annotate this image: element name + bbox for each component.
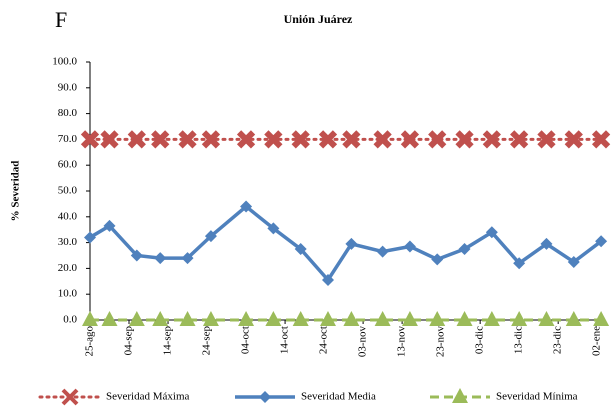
- marker: [264, 130, 283, 149]
- y-tick-label: 90.0: [58, 81, 78, 93]
- x-tick-label: 14-oct: [279, 326, 291, 354]
- marker: [458, 243, 471, 256]
- marker: [373, 130, 392, 149]
- marker: [152, 311, 169, 326]
- marker: [537, 130, 556, 149]
- marker: [236, 130, 256, 149]
- marker: [238, 311, 255, 326]
- marker: [567, 255, 580, 268]
- marker: [101, 311, 118, 326]
- marker: [455, 130, 474, 149]
- y-tick-label: 30.0: [58, 236, 78, 248]
- marker: [82, 311, 98, 326]
- y-tick-label: 60.0: [58, 159, 78, 171]
- legend-marker: [259, 391, 271, 403]
- marker: [564, 130, 583, 149]
- marker: [342, 130, 361, 149]
- marker: [538, 311, 555, 326]
- marker: [321, 274, 334, 287]
- marker: [591, 130, 611, 149]
- marker: [178, 130, 197, 149]
- marker: [510, 130, 529, 149]
- marker: [482, 130, 501, 149]
- y-tick-label: 70.0: [58, 133, 78, 145]
- y-tick-label: 40.0: [58, 210, 78, 222]
- y-axis-title: % Severidad: [10, 161, 22, 222]
- marker: [403, 240, 416, 253]
- marker: [128, 311, 145, 326]
- legend-marker: [61, 388, 79, 406]
- marker: [595, 235, 608, 248]
- x-tick-label: 04-sep: [123, 326, 135, 356]
- marker: [130, 249, 143, 262]
- y-tick-label: 80.0: [58, 107, 78, 119]
- legend-label: Severidad Máxima: [106, 391, 190, 403]
- marker: [400, 130, 420, 149]
- x-tick-label: 03-nov: [357, 326, 369, 358]
- x-tick-label: 14-sep: [162, 326, 174, 356]
- panel-label: F: [55, 7, 67, 32]
- marker: [240, 200, 253, 213]
- marker: [431, 253, 444, 266]
- x-tick-label: 04-oct: [240, 326, 252, 354]
- marker: [319, 311, 336, 326]
- x-tick-label: 13-dic: [513, 326, 525, 354]
- x-tick-label: 23-dic: [552, 326, 564, 354]
- marker: [456, 311, 473, 326]
- marker: [80, 130, 100, 149]
- y-tick-label: 20.0: [58, 262, 78, 274]
- marker: [483, 311, 500, 326]
- marker: [485, 226, 498, 239]
- marker: [540, 237, 553, 250]
- marker: [294, 243, 307, 256]
- marker: [345, 237, 358, 250]
- marker: [401, 311, 418, 326]
- marker: [265, 311, 282, 326]
- marker: [84, 231, 96, 244]
- y-tick-label: 50.0: [58, 185, 78, 197]
- marker: [565, 311, 582, 326]
- x-tick-label: 13-nov: [396, 326, 408, 358]
- marker: [267, 222, 280, 235]
- marker: [292, 311, 309, 326]
- marker: [179, 311, 196, 326]
- series-line: [89, 204, 603, 283]
- x-tick-label: 03-dic: [474, 326, 486, 354]
- legend-marker: [452, 388, 468, 403]
- x-tick-label: 24-oct: [318, 326, 330, 354]
- marker: [513, 257, 526, 270]
- x-tick-label: 02-ene: [591, 326, 603, 356]
- legend-label: Severidad Mínima: [496, 391, 578, 403]
- x-tick-label: 24-sep: [201, 326, 213, 356]
- marker: [429, 311, 446, 326]
- marker: [291, 130, 310, 149]
- marker: [376, 245, 389, 258]
- x-tick-label: 23-nov: [435, 326, 447, 358]
- marker: [202, 311, 219, 326]
- y-tick-label: 0.0: [63, 314, 77, 326]
- marker: [204, 230, 217, 243]
- marker: [511, 311, 528, 326]
- marker: [103, 219, 116, 232]
- marker: [151, 130, 170, 149]
- marker: [318, 130, 338, 149]
- marker: [593, 311, 610, 326]
- x-tick-label: 25-ago: [84, 326, 96, 357]
- marker: [374, 311, 391, 326]
- y-tick-label: 10.0: [58, 288, 78, 300]
- marker: [428, 130, 447, 149]
- chart-title: Unión Juárez: [284, 12, 353, 26]
- marker: [154, 252, 167, 265]
- marker: [127, 130, 146, 149]
- marker: [100, 130, 119, 149]
- marker: [181, 252, 194, 265]
- y-tick-label: 100.0: [52, 56, 77, 68]
- legend-label: Severidad Media: [301, 391, 376, 403]
- marker: [201, 130, 221, 149]
- marker: [343, 311, 360, 326]
